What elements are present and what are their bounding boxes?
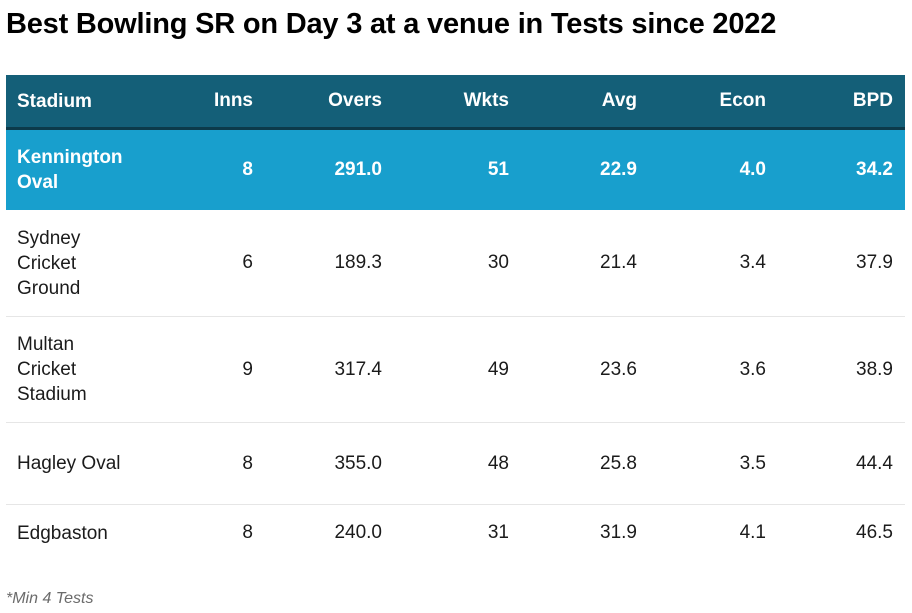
inns-cell: 9 (242, 358, 253, 380)
inns-cell: 6 (242, 252, 253, 273)
inns-cell: 8 (242, 159, 253, 180)
inns-cell: 8 (242, 452, 253, 474)
wkts-cell: 30 (487, 252, 509, 273)
econ-cell: 3.6 (739, 358, 766, 380)
table-row: Edgbaston 8 240.0 31 31.9 4.1 46.5 (6, 505, 905, 561)
bpd-cell: 38.9 (856, 358, 893, 380)
wkts-cell: 31 (487, 522, 509, 543)
table-header: Stadium Inns Overs Wkts Avg Econ BPD (6, 75, 905, 130)
avg-cell: 22.9 (600, 159, 637, 180)
avg-cell: 25.8 (600, 452, 637, 474)
avg-cell: 31.9 (600, 522, 637, 543)
avg-cell: 21.4 (600, 252, 637, 273)
stadium-cell: Kennington Oval (17, 147, 123, 193)
econ-cell: 3.4 (739, 252, 766, 273)
overs-cell: 317.4 (334, 358, 382, 380)
stats-table: Stadium Inns Overs Wkts Avg Econ BPD Ken… (6, 75, 905, 561)
column-header-wkts: Wkts (463, 90, 509, 111)
stadium-cell: Hagley Oval (17, 453, 121, 474)
overs-cell: 189.3 (334, 252, 382, 273)
column-header-bpd: BPD (852, 90, 893, 111)
overs-cell: 240.0 (334, 522, 382, 543)
table-row-highlighted: Kennington Oval 8 291.0 51 22.9 4.0 34.2 (6, 130, 905, 210)
stadium-cell: Multan Cricket Stadium (17, 334, 87, 405)
column-header-stadium: Stadium (17, 90, 92, 112)
bpd-cell: 44.4 (856, 452, 893, 474)
bpd-cell: 37.9 (856, 252, 893, 273)
bpd-cell: 34.2 (856, 159, 893, 180)
table-row: Multan Cricket Stadium 9 317.4 49 23.6 3… (6, 317, 905, 423)
page-title: Best Bowling SR on Day 3 at a venue in T… (6, 8, 777, 40)
avg-cell: 23.6 (600, 358, 637, 380)
wkts-cell: 51 (487, 159, 509, 180)
econ-cell: 4.1 (739, 522, 766, 543)
overs-cell: 291.0 (334, 159, 382, 180)
table-row: Sydney Cricket Ground 6 189.3 30 21.4 3.… (6, 210, 905, 317)
column-header-inns: Inns (213, 90, 253, 111)
column-header-avg: Avg (601, 90, 637, 111)
wkts-cell: 48 (487, 452, 509, 474)
bpd-cell: 46.5 (856, 522, 893, 543)
econ-cell: 3.5 (739, 452, 766, 474)
footnote: *Min 4 Tests (6, 590, 94, 607)
column-header-econ: Econ (719, 90, 766, 111)
stadium-cell: Edgbaston (17, 522, 108, 544)
stadium-cell: Sydney Cricket Ground (17, 227, 81, 299)
wkts-cell: 49 (487, 358, 509, 380)
econ-cell: 4.0 (739, 159, 766, 180)
overs-cell: 355.0 (334, 452, 382, 474)
column-header-overs: Overs (328, 90, 382, 111)
inns-cell: 8 (242, 522, 253, 543)
table-row: Hagley Oval 8 355.0 48 25.8 3.5 44.4 (6, 423, 905, 505)
